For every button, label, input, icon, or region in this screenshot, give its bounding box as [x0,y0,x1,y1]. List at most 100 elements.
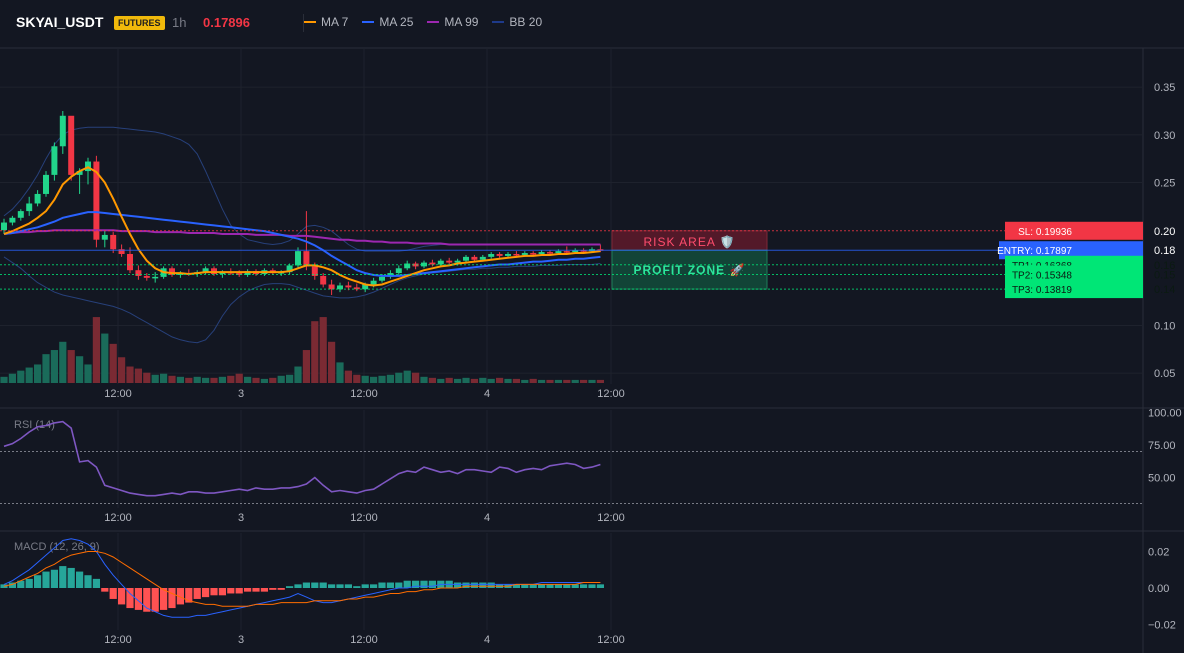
volume-bar [59,342,66,383]
volume-bar [227,376,234,383]
volume-bar [168,376,175,383]
volume-bar [563,380,570,383]
price-tick-label: 0.25 [1154,178,1175,190]
volume-bar [471,379,478,383]
volume-bar [454,379,461,383]
candle-body [102,235,108,240]
macd-tick-label: 0.02 [1148,547,1169,559]
candle-body [497,254,503,256]
price-tick-label: 0.10 [1154,321,1175,333]
macd-histogram-bar [429,581,436,588]
volume-bar [84,364,91,383]
volume-bar [194,377,201,383]
macd-histogram-bar [479,583,486,588]
macd-histogram-bar [294,584,301,588]
candle-body [303,251,309,266]
volume-bar [118,357,125,383]
macd-histogram-bar [311,583,318,588]
time-tick-label: 3 [238,388,244,400]
volume-bar [538,380,545,383]
candle-body [26,203,32,211]
candle-body [547,252,553,254]
macd-histogram-bar [68,568,75,588]
candle-body [530,253,536,255]
level-label: ENTRY: 0.17897 [997,246,1072,257]
volume-bar [555,380,562,383]
volume-bar [219,377,226,383]
volume-bar [177,377,184,383]
axis-tag-value: 0.18 [1154,245,1175,257]
axis-tag-box [1075,280,1143,298]
volume-bar [580,380,587,383]
macd-histogram-bar [59,566,66,588]
macd-histogram-bar [597,584,604,588]
macd-histogram-bar [227,588,234,593]
macd-histogram-bar [244,588,251,592]
macd-histogram-bar [420,581,427,588]
volume-bar [353,375,360,383]
time-tick-label: 3 [238,634,244,646]
time-tick-label: 12:00 [104,634,132,646]
macd-histogram-bar [278,588,285,590]
level-label: TP3: 0.13819 [1012,285,1072,296]
macd-histogram-bar [580,584,587,588]
time-tick-label: 3 [238,512,244,524]
trade-zones: RISK AREA 🛡️PROFIT ZONE 🚀 [612,231,767,289]
volume-bar [311,321,318,383]
volume-bar [143,373,150,383]
rsi-line [4,422,600,496]
candle-body [404,264,410,269]
volume-bar [261,379,268,383]
rsi-tick-label: 50.00 [1148,473,1176,485]
candle-body [18,211,24,218]
macd-histogram-bar [252,588,259,592]
candle-body [68,116,74,175]
macd-histogram-bar [345,584,352,588]
rsi-tick-label: 100.00 [1148,408,1182,420]
macd-histogram-bar [194,588,201,599]
candle-body [110,235,116,249]
candle-body [396,268,402,273]
macd-histogram-bar [404,581,411,588]
volume-bar [303,350,310,383]
macd-histogram-bar [51,570,58,588]
volume-bar [588,380,595,383]
macd-histogram-bar [76,572,83,588]
candle-body [43,175,49,194]
macd-histogram-bar [320,583,327,588]
time-tick-label: 12:00 [597,388,625,400]
rsi-tick-label: 75.00 [1148,440,1176,452]
time-tick-label: 4 [484,512,490,524]
candle-body [480,257,486,260]
volume-bar [110,344,117,383]
time-tick-label: 12:00 [350,634,378,646]
candle-body [446,261,452,263]
axis-tag-value: 0.20 [1154,226,1175,238]
macd-histogram-bar [387,583,394,588]
macd-histogram-bar [101,588,108,592]
volume-bar [278,376,285,383]
volume-bar [404,371,411,383]
macd-histogram-bar [286,586,293,588]
macd-histogram-bar [202,588,209,597]
volume-bar [395,373,402,383]
volume-bar [93,317,100,383]
candle-body [60,116,66,147]
candle-body [555,251,561,253]
macd-tick-label: 0.00 [1148,583,1169,595]
volume-bar [387,375,394,383]
candle-body [9,218,15,223]
volume-bar [345,371,352,383]
candle-body [379,277,385,281]
macd-histogram-bar [378,583,385,588]
candle-body [135,270,141,276]
candle-body [144,276,150,278]
volume-bar [9,374,16,383]
volume-bar [68,350,75,383]
volume-bar [546,380,553,383]
macd-histogram-bar [362,584,369,588]
candle-body [1,223,7,231]
macd-histogram-bar [370,584,377,588]
volume-bar [504,379,511,383]
